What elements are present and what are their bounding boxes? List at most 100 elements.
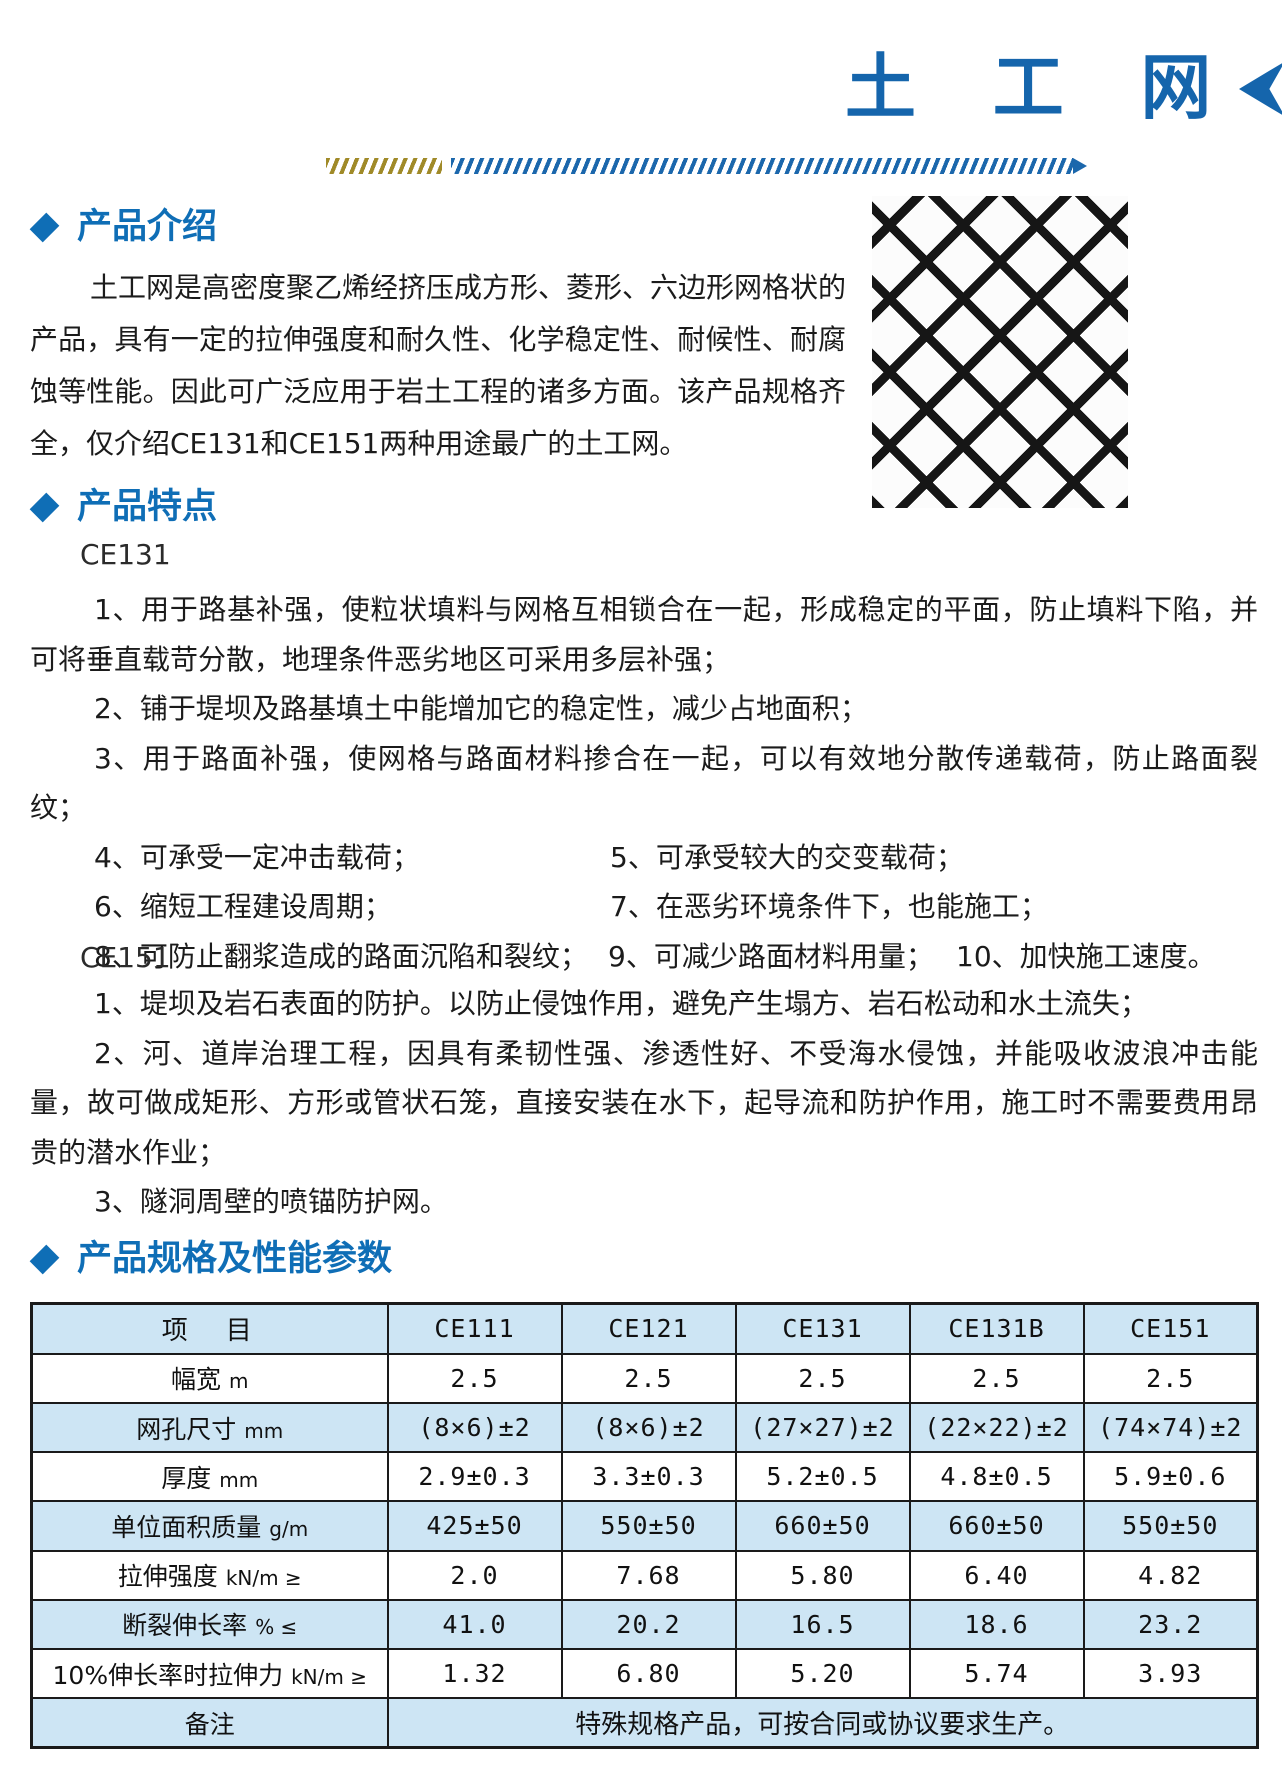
table-row-remark: 备注 特殊规格产品，可按合同或协议要求生产。 [30,1697,1259,1749]
cell: 5.80 [734,1549,911,1601]
feature-row-8-9-10: 8、可防止翻浆造成的路面沉陷和裂纹； 9、可减少路面材料用量； 10、加快施工速… [30,932,1258,982]
cell: 1.32 [386,1648,563,1700]
feature-row-6-7: 6、缩短工程建设周期； 7、在恶劣环境条件下，也能施工； [30,882,1258,932]
cell: 2.5 [386,1352,563,1404]
feature-item-1: 1、用于路基补强，使粒状填料与网格互相锁合在一起，形成稳定的平面，防止填料下陷，… [30,593,1258,676]
cell: 2.0 [386,1549,563,1601]
cell: 5.2±0.5 [734,1451,911,1503]
col-header-item: 项 目 [30,1302,389,1355]
intro-paragraph: 土工网是高密度聚乙烯经挤压成方形、菱形、六边形网格状的产品，具有一定的拉伸强度和… [30,271,847,460]
cell: 3.93 [1082,1648,1259,1700]
cell: 2.9±0.3 [386,1451,563,1503]
row-label: 断裂伸长率 [122,1611,248,1641]
page-title-text: 土 工 网 [845,45,1238,129]
row-label: 单位面积质量 [111,1512,262,1542]
col-header-ce111: CE111 [386,1302,563,1355]
col-header-ce151: CE151 [1082,1302,1259,1355]
cell: 6.40 [908,1549,1085,1601]
divider-stripe-gold [326,158,442,174]
table-row-elongation: 断裂伸长率 % ≤ 41.0 20.2 16.5 18.6 23.2 [30,1598,1259,1651]
section-heading-features: 产品特点 [28,486,217,528]
cell: 3.3±0.3 [560,1451,737,1503]
feature-item-4: 4、可承受一定冲击载荷； [94,840,420,874]
feature-item-7: 7、在恶劣环境条件下，也能施工； [610,890,1048,923]
feature-item-8: 8、可防止翻浆造成的路面沉陷和裂纹； [94,939,588,973]
diamond-icon [29,212,60,242]
diamond-icon [29,1244,60,1274]
remark-cell: 特殊规格产品，可按合同或协议要求生产。 [386,1697,1259,1749]
table-row-unit-mass: 单位面积质量 g/m 425±50 550±50 660±50 660±50 55… [30,1500,1259,1552]
cell: 550±50 [560,1500,737,1552]
cell: 425±50 [386,1500,563,1552]
col-header-ce131: CE131 [734,1302,911,1355]
feature-item-1: 1、堤坝及岩石表面的防护。以防止侵蚀作用，避免产生塌方、岩石松动和水土流失； [94,987,1148,1020]
cell: 20.2 [560,1598,737,1651]
row-unit: kN/m ≥ [225,1566,302,1591]
section-heading-intro: 产品介绍 [28,206,217,248]
feature-item-9: 9、可减少路面材料用量； [608,939,934,973]
cell: 5.20 [734,1648,911,1700]
feature-list-ce131: 1、用于路基补强，使粒状填料与网格互相锁合在一起，形成稳定的平面，防止填料下陷，… [30,585,1258,981]
cell: 23.2 [1082,1598,1259,1651]
table-row-tension-at-10pct: 10%伸长率时拉伸力 kN/m ≥ 1.32 6.80 5.20 5.74 3.9… [30,1648,1259,1700]
cell: 41.0 [386,1598,563,1651]
feature-item-3: 3、隧洞周壁的喷锚防护网。 [94,1185,448,1218]
feature-item-10: 10、加快施工速度。 [956,939,1216,973]
cell: 2.5 [560,1352,737,1404]
cell: 2.5 [734,1352,911,1404]
section-heading-features-label: 产品特点 [77,487,218,527]
left-arrow-icon [1239,63,1282,115]
feature-item-3: 3、用于路面补强，使网格与路面材料掺合在一起，可以有效地分散传递载荷，防止路面裂… [30,741,1258,825]
feature-item-2: 2、铺于堤坝及路基填土中能增加它的稳定性，减少占地面积； [94,692,868,725]
feature-item-5: 5、可承受较大的交变载荷； [610,840,964,874]
diamond-icon [29,492,60,522]
feature-row-4-5: 4、可承受一定冲击载荷； 5、可承受较大的交变载荷； [30,833,1258,883]
cell: 2.5 [1082,1352,1259,1404]
cell: 6.80 [560,1648,737,1700]
table-row-tensile-strength: 拉伸强度 kN/m ≥ 2.0 7.68 5.80 6.40 4.82 [30,1549,1259,1601]
cell: 16.5 [734,1598,911,1651]
col-header-ce121: CE121 [560,1302,737,1355]
cell: (74×74)±2 [1082,1401,1259,1454]
cell: 660±50 [734,1500,911,1552]
feature-item-2: 2、河、道岸治理工程，因具有柔韧性强、渗透性好、不受海水侵蚀，并能吸收波浪冲击能… [30,1036,1258,1169]
row-label: 厚度 [161,1463,212,1493]
model-label-ce151: CE151 [80,941,171,974]
feature-item-6: 6、缩短工程建设周期； [94,890,392,923]
row-unit: % ≤ [255,1615,298,1640]
cell: (27×27)±2 [734,1401,911,1454]
cell: 5.74 [908,1648,1085,1700]
row-label: 备注 [184,1709,235,1739]
cell: (8×6)±2 [560,1401,737,1454]
table-row-thickness: 厚度 mm 2.9±0.3 3.3±0.3 5.2±0.5 4.8±0.5 5.9… [30,1451,1259,1503]
model-label-ce131: CE131 [80,538,171,571]
table-header-row: 项 目 CE111 CE121 CE131 CE131B CE151 [30,1302,1259,1355]
row-unit: m [229,1369,249,1394]
cell: 4.8±0.5 [908,1451,1085,1503]
cell: (22×22)±2 [908,1401,1085,1454]
table-row-width: 幅宽 m 2.5 2.5 2.5 2.5 2.5 [30,1352,1259,1404]
page-title: 土 工 网 [845,48,1282,126]
row-unit: mm [244,1418,284,1443]
table-row-mesh-size: 网孔尺寸 mm (8×6)±2 (8×6)±2 (27×27)±2 (22×22)… [30,1401,1259,1454]
row-label: 10%伸长率时拉伸力 [52,1660,284,1690]
cell: 7.68 [560,1549,737,1601]
col-header-ce131b: CE131B [908,1302,1085,1355]
divider-stripe-tip [1073,158,1087,174]
cell: 18.6 [908,1598,1085,1651]
section-heading-specs-label: 产品规格及性能参数 [77,1239,393,1279]
feature-list-ce151: 1、堤坝及岩石表面的防护。以防止侵蚀作用，避免产生塌方、岩石松动和水土流失； 2… [30,979,1258,1227]
specs-table: 项 目 CE111 CE121 CE131 CE131B CE151 幅宽 m 2… [30,1302,1259,1749]
row-label: 幅宽 [171,1365,222,1395]
cell: 5.9±0.6 [1082,1451,1259,1503]
cell: 660±50 [908,1500,1085,1552]
section-heading-specs: 产品规格及性能参数 [28,1238,392,1280]
cell: (8×6)±2 [386,1401,563,1454]
row-unit: kN/m ≥ [291,1664,367,1689]
cell: 2.5 [908,1352,1085,1404]
row-unit: g/m [269,1516,309,1541]
row-label: 拉伸强度 [117,1562,218,1592]
row-label: 网孔尺寸 [136,1414,237,1444]
cell: 550±50 [1082,1500,1259,1552]
